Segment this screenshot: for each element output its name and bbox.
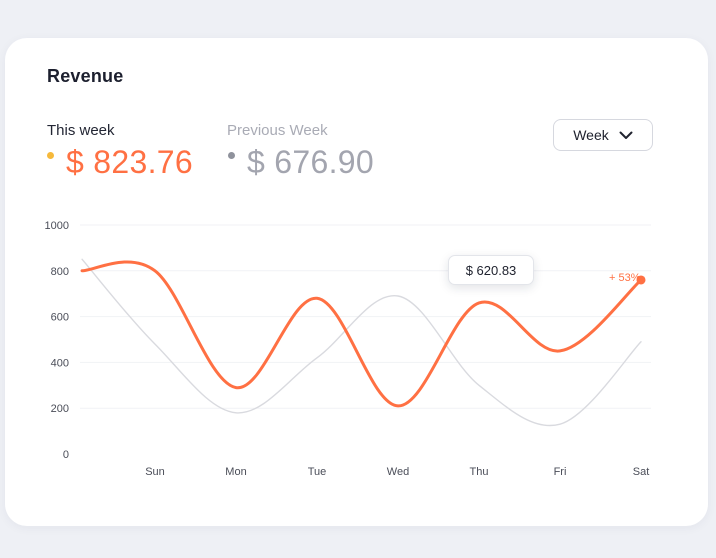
x-tick-label: Fri <box>554 466 567 478</box>
x-tick-label: Sat <box>633 466 650 478</box>
this-week-endpoint-marker <box>636 275 646 285</box>
chart-grid <box>80 224 651 409</box>
y-tick-label: 1000 <box>45 220 69 232</box>
this-week-legend-dot <box>47 152 54 159</box>
chevron-down-icon <box>619 131 633 140</box>
x-tick-label: Thu <box>470 466 489 478</box>
y-tick-label: 0 <box>63 449 69 461</box>
period-dropdown-value: Week <box>573 127 609 143</box>
previous-week-value: $ 676.90 <box>247 144 374 180</box>
y-tick-label: 200 <box>51 403 69 415</box>
revenue-line-chart: 0 200 400 600 800 1000 Sun Mon Tue Wed Thu Fri Sat <box>45 220 651 478</box>
this-week-line <box>80 260 643 408</box>
this-week-value: $ 823.76 <box>66 144 193 180</box>
previous-week-label: Previous Week <box>227 122 328 139</box>
previous-week-line <box>81 258 642 427</box>
card-title: Revenue <box>47 66 124 86</box>
change-percent-label: + 53% <box>609 272 641 284</box>
chart-series <box>80 258 646 427</box>
previous-week-legend-dot <box>228 152 235 159</box>
chart-tooltip: $ 620.83 <box>448 255 534 285</box>
y-tick-label: 400 <box>51 357 69 369</box>
x-axis: Sun Mon Tue Wed Thu Fri Sat <box>145 466 649 478</box>
y-tick-label: 800 <box>51 266 69 278</box>
y-tick-label: 600 <box>51 312 69 324</box>
x-tick-label: Wed <box>387 466 409 478</box>
y-axis: 0 200 400 600 800 1000 <box>45 220 69 461</box>
x-tick-label: Tue <box>308 466 327 478</box>
revenue-card: Revenue This week Previous Week $ 823.76… <box>5 38 708 526</box>
x-tick-label: Sun <box>145 466 165 478</box>
x-tick-label: Mon <box>225 466 246 478</box>
period-dropdown[interactable]: Week <box>553 119 653 151</box>
this-week-label: This week <box>47 122 115 139</box>
